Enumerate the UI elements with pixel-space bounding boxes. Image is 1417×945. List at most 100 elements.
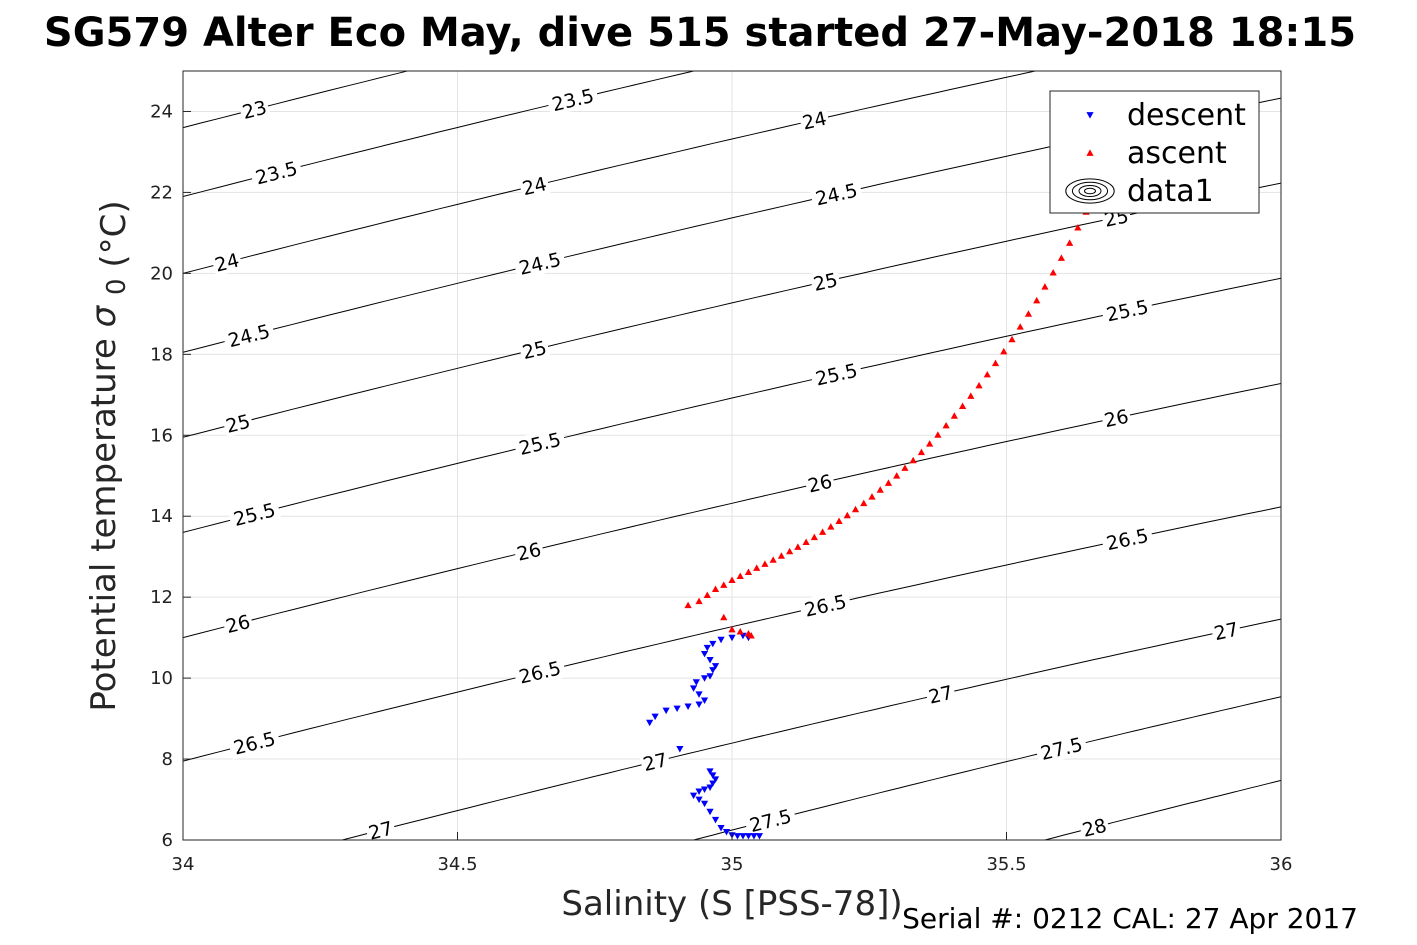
- contour-line-26: [183, 383, 1281, 639]
- ascent-point: [1049, 268, 1057, 276]
- contour-line-24: [183, 71, 1038, 274]
- legend-contour-icon: [1071, 181, 1109, 201]
- contour-label: 24: [800, 108, 828, 135]
- ascent-point: [744, 568, 753, 575]
- descent-point: [689, 792, 698, 800]
- ascent-point: [728, 576, 736, 584]
- ascent-point: [818, 528, 827, 535]
- contour-label-bg: [1100, 294, 1155, 327]
- ascent-point: [876, 486, 884, 493]
- contour-label-bg: [512, 426, 567, 460]
- descent-point: [692, 679, 700, 686]
- descent-point: [700, 697, 709, 704]
- descent-point: [728, 634, 736, 642]
- contour-label-bg: [798, 589, 853, 622]
- ascent-point: [893, 472, 901, 479]
- contour-label-bg: [1078, 813, 1111, 842]
- ascent-point: [975, 381, 983, 389]
- x-tick-label: 34: [172, 854, 195, 875]
- contour-label-bg: [364, 815, 397, 845]
- y-tick-label: 22: [150, 182, 173, 203]
- y-axis-label-text: Potential temperature: [84, 338, 124, 711]
- descent-point: [744, 833, 753, 840]
- descent-point: [706, 808, 714, 816]
- descent-point: [739, 833, 747, 840]
- contour-label-bg: [1034, 731, 1089, 765]
- legend-contour-icon: [1065, 178, 1115, 204]
- ascent-point: [769, 556, 777, 563]
- ascent-point: [1033, 296, 1041, 304]
- contour-label-bg: [638, 747, 672, 776]
- ascent-point: [1000, 347, 1008, 355]
- ascent-point: [786, 547, 794, 555]
- x-tick-label: 35.5: [986, 854, 1026, 875]
- descent-point: [689, 685, 698, 692]
- contour-line-25: [183, 182, 1281, 438]
- contour-label-bg: [743, 803, 798, 838]
- y-tick-label: 24: [150, 101, 173, 122]
- ascent-point: [684, 601, 692, 609]
- ascent-point: [736, 572, 744, 579]
- ascent-point: [761, 560, 769, 567]
- descent-point: [703, 644, 711, 652]
- axis-ticks: 34 34.5 35 35.5 36 6 8 10 12 14 16 18 20 22 24: [150, 101, 1292, 875]
- ascent-point: [720, 613, 728, 621]
- descent-point: [733, 833, 742, 840]
- contour-label-bg: [798, 106, 831, 134]
- ascent-point: [747, 632, 755, 639]
- descent-point: [695, 701, 703, 709]
- ascent-point: [901, 464, 909, 471]
- descent-point: [709, 772, 717, 779]
- ascent-point: [917, 448, 926, 456]
- descent-point: [711, 776, 720, 783]
- ascent-point: [983, 370, 991, 378]
- ascent-point: [843, 511, 851, 519]
- contour-label-bg: [210, 247, 244, 277]
- ascent-point: [794, 543, 802, 550]
- descent-point: [676, 746, 684, 753]
- legend-ascent-marker: [1086, 149, 1094, 156]
- contour-label-bg: [809, 177, 864, 211]
- descent-point: [662, 707, 670, 715]
- descent-point: [755, 833, 764, 840]
- ascent-point: [777, 552, 786, 559]
- ascent-point: [810, 533, 818, 541]
- y-axis-label-subscript: 0: [102, 278, 132, 295]
- descent-point: [750, 833, 758, 840]
- ascent-point: [1074, 224, 1082, 231]
- descent-point: [695, 788, 703, 796]
- descent-point: [709, 640, 717, 648]
- ascent-point: [703, 591, 711, 599]
- contour-label-bg: [545, 83, 600, 117]
- ascent-point: [711, 585, 720, 592]
- contour-label-bg: [518, 335, 551, 364]
- y-tick-label: 12: [150, 587, 173, 608]
- ascent-point: [942, 421, 950, 429]
- ascent-point: [991, 359, 1000, 367]
- descent-point: [700, 650, 709, 658]
- y-tick-label: 6: [162, 830, 173, 851]
- ascent-point: [967, 392, 975, 399]
- ascent-point: [827, 523, 835, 530]
- y-axis-label-symbol: σ: [84, 304, 124, 327]
- contour-label-bg: [803, 469, 836, 497]
- chart-title: SG579 Alter Eco May, dive 515 started 27…: [44, 10, 1356, 56]
- contour-line-27: [342, 618, 1281, 840]
- descent-point: [700, 675, 709, 682]
- x-tick-label: 34.5: [437, 854, 477, 875]
- y-tick-label: 10: [150, 668, 173, 689]
- contour-label-bg: [1100, 523, 1155, 555]
- descent-point: [706, 657, 714, 664]
- y-tick-label: 8: [162, 749, 173, 770]
- x-tick-label: 35: [721, 854, 744, 875]
- ascent-point: [802, 538, 810, 545]
- footer-serial-cal: Serial #: 0212 CAL: 27 Apr 2017: [902, 902, 1358, 935]
- ascent-point: [926, 440, 934, 447]
- ascent-point: [1041, 283, 1049, 290]
- contour-label-bg: [512, 537, 546, 566]
- ascent-point: [909, 456, 917, 464]
- ascent-point: [950, 412, 958, 419]
- ascent-point: [1066, 239, 1074, 246]
